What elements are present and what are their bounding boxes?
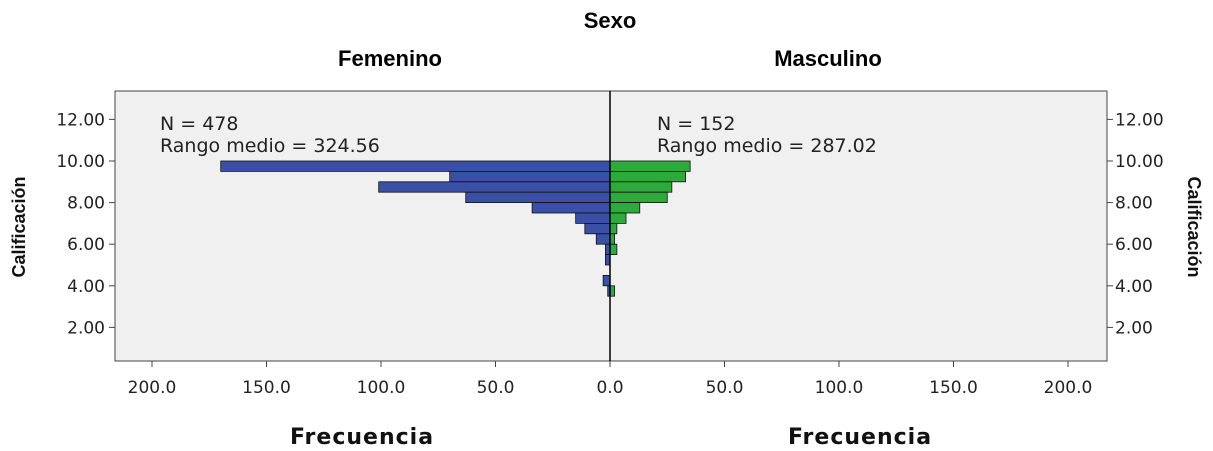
x-tick-label: 150.0 <box>242 378 291 398</box>
stat-rango-masculino: Rango medio = 287.02 <box>657 135 877 157</box>
bar-femenino-7.5 <box>575 212 611 224</box>
x-tick-label: 200.0 <box>128 378 177 398</box>
y-tick-label-left: 2.00 <box>67 318 105 338</box>
y-tick-label-left: 10.00 <box>56 152 105 172</box>
bar-masculino-10 <box>609 160 691 172</box>
x-tick-label: 100.0 <box>357 378 406 398</box>
y-ticks-right: 12.00 10.00 8.00 6.00 4.00 2.00 <box>1107 110 1164 338</box>
bar-masculino-7.5 <box>609 212 627 224</box>
y-ticks-left: 12.00 10.00 8.00 6.00 4.00 2.00 <box>56 110 115 338</box>
bar-masculino-9 <box>609 181 673 193</box>
panel-title-femenino: Femenino <box>338 46 442 71</box>
bar-masculino-7 <box>609 222 618 235</box>
y-tick-label-left: 6.00 <box>67 235 105 255</box>
bar-femenino-9 <box>378 181 611 193</box>
bar-masculino-9.5 <box>609 170 686 183</box>
x-tick-label: 50.0 <box>477 378 515 398</box>
bar-femenino-6.5 <box>595 233 611 245</box>
y-tick-label-right: 4.00 <box>1115 277 1153 297</box>
y-tick-label-right: 8.00 <box>1115 194 1153 214</box>
stat-n-femenino: N = 478 <box>160 113 238 135</box>
x-tick-label: 150.0 <box>929 378 978 398</box>
x-tick-label: 0.0 <box>596 378 623 398</box>
x-ticks: 200.0 150.0 100.0 50.0 0.0 50.0 100.0 150.0 200.… <box>128 361 1093 398</box>
y-tick-label-right: 2.00 <box>1115 318 1153 338</box>
y-tick-label-left: 4.00 <box>67 277 105 297</box>
y-axis-label-left: Calificación <box>9 176 29 277</box>
y-tick-label-left: 8.00 <box>67 194 105 214</box>
bar-masculino-8.5 <box>609 191 668 203</box>
bar-masculino-8 <box>609 202 641 214</box>
bar-femenino-10 <box>220 160 611 172</box>
x-axis-label-right: Frecuencia <box>788 425 932 450</box>
x-tick-label: 200.0 <box>1044 378 1093 398</box>
stat-rango-femenino: Rango medio = 324.56 <box>160 135 380 157</box>
bar-femenino-4.5 <box>602 274 611 287</box>
y-tick-label-right: 12.00 <box>1115 110 1164 130</box>
x-axis-label-left: Frecuencia <box>290 425 434 450</box>
chart-title: Sexo <box>584 8 637 33</box>
y-tick-label-left: 12.00 <box>56 110 105 130</box>
bar-masculino-6 <box>609 243 618 255</box>
bar-femenino-7 <box>584 222 611 235</box>
y-axis-label-right: Calificación <box>1184 176 1204 277</box>
stat-n-masculino: N = 152 <box>657 113 735 135</box>
bar-femenino-9.5 <box>449 170 611 183</box>
bar-femenino-8 <box>531 202 611 214</box>
panel-title-masculino: Masculino <box>774 46 882 71</box>
x-tick-label: 50.0 <box>706 378 744 398</box>
bar-femenino-8.5 <box>465 191 611 203</box>
y-tick-label-right: 10.00 <box>1115 152 1164 172</box>
y-tick-label-right: 6.00 <box>1115 235 1153 255</box>
x-tick-label: 100.0 <box>815 378 864 398</box>
bars-masculino <box>609 160 691 297</box>
